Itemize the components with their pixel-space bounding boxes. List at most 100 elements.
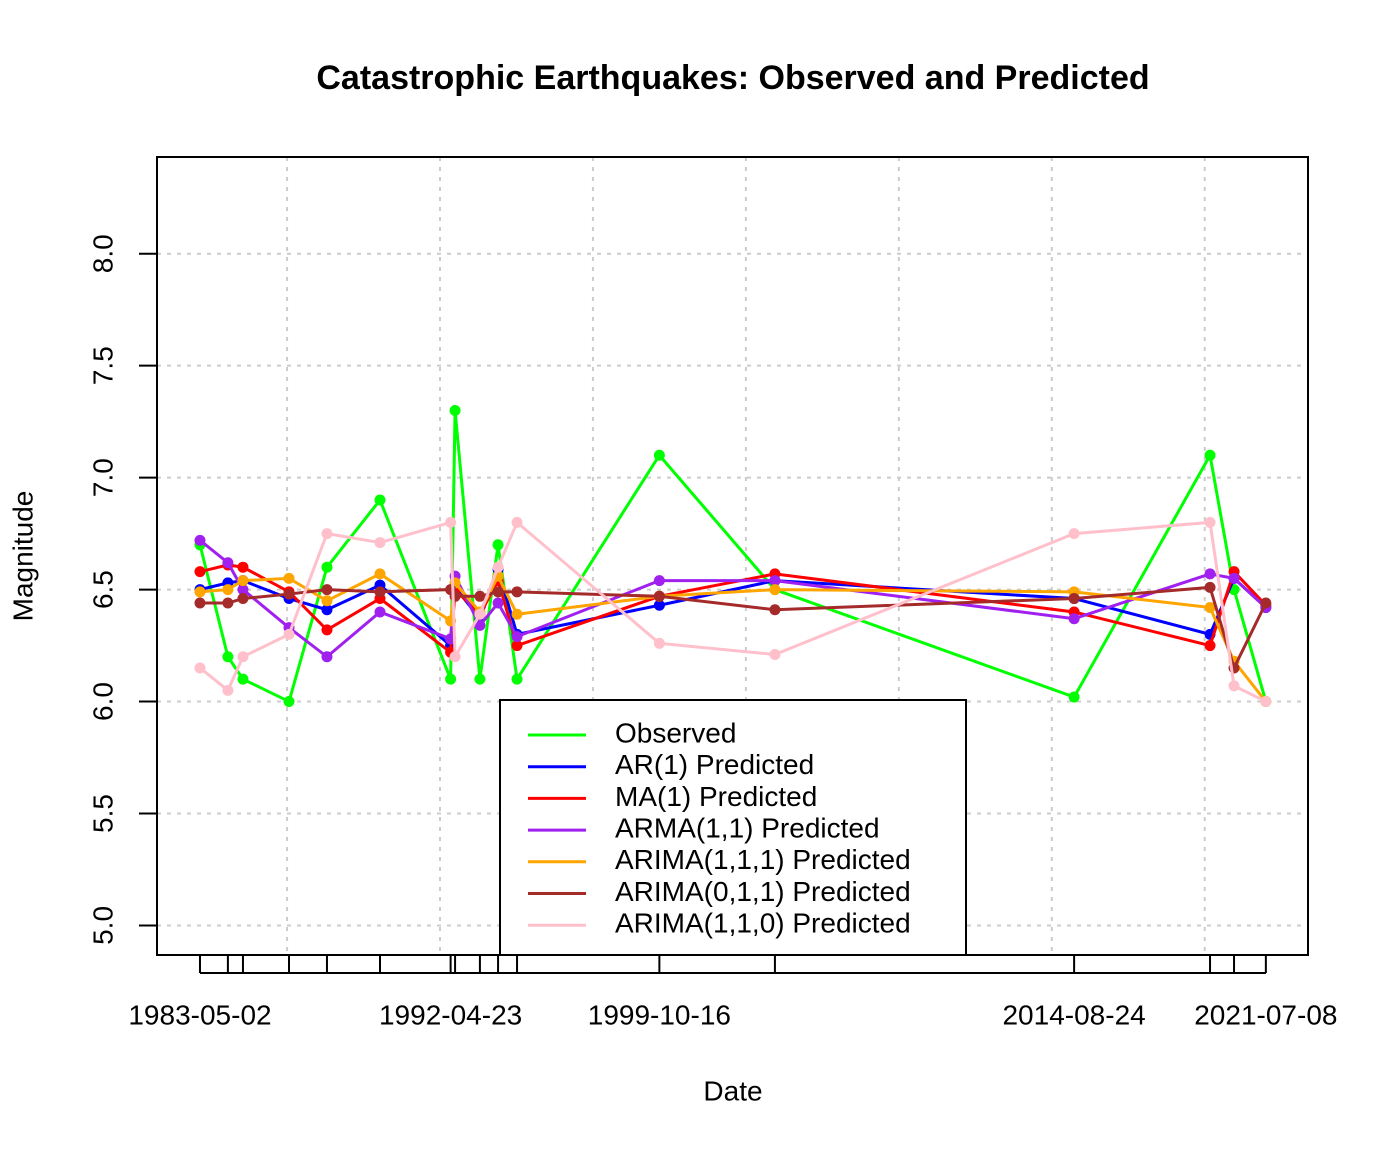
- data-point: [492, 539, 504, 551]
- data-point: [1228, 680, 1240, 692]
- series-line: [198, 410, 1268, 704]
- data-point: [321, 528, 333, 540]
- data-point: [374, 586, 386, 598]
- data-point: [1260, 696, 1272, 708]
- data-point: [194, 586, 206, 598]
- data-point: [653, 637, 665, 649]
- x-tick-label: 1999-10-16: [588, 999, 731, 1030]
- x-tick-label: 1983-05-02: [128, 999, 271, 1030]
- data-point: [374, 606, 386, 618]
- data-point: [1204, 568, 1216, 580]
- data-point: [321, 651, 333, 663]
- legend-label: AR(1) Predicted: [615, 749, 814, 780]
- data-point: [511, 516, 523, 528]
- data-point: [194, 566, 206, 578]
- data-point: [237, 673, 249, 685]
- data-point: [492, 586, 504, 598]
- data-point: [283, 588, 295, 600]
- data-point: [222, 684, 234, 696]
- data-point: [653, 575, 665, 587]
- data-point: [474, 673, 486, 685]
- data-point: [222, 557, 234, 569]
- y-tick-label: 6.0: [87, 682, 118, 721]
- data-point: [1228, 572, 1240, 584]
- data-point: [474, 590, 486, 602]
- data-point: [237, 593, 249, 605]
- y-tick-label: 7.5: [87, 346, 118, 385]
- data-point: [222, 584, 234, 596]
- legend-label: ARIMA(1,1,1) Predicted: [615, 844, 911, 875]
- data-point: [283, 572, 295, 584]
- data-point: [237, 575, 249, 587]
- data-point: [445, 673, 457, 685]
- data-point: [653, 449, 665, 461]
- x-tick-label: 1992-04-23: [379, 999, 522, 1030]
- data-point: [1068, 593, 1080, 605]
- legend-label: ARIMA(0,1,1) Predicted: [615, 876, 911, 907]
- data-point: [449, 404, 461, 416]
- data-point: [769, 649, 781, 661]
- data-point: [321, 584, 333, 596]
- data-point: [321, 561, 333, 573]
- data-point: [374, 494, 386, 506]
- data-point: [449, 651, 461, 663]
- legend-box: [499, 699, 967, 956]
- data-point: [1260, 597, 1272, 609]
- data-point: [321, 595, 333, 607]
- y-axis-label: Magnitude: [7, 491, 38, 622]
- x-tick-label: 2021-07-08: [1194, 999, 1337, 1030]
- data-point: [511, 586, 523, 598]
- data-point: [653, 590, 665, 602]
- data-point: [194, 534, 206, 546]
- data-point: [511, 673, 523, 685]
- data-point: [1068, 613, 1080, 625]
- data-point: [222, 651, 234, 663]
- legend-label: Observed: [615, 717, 736, 748]
- data-point: [283, 696, 295, 708]
- y-tick-label: 6.5: [87, 570, 118, 609]
- data-point: [222, 597, 234, 609]
- data-point: [194, 662, 206, 674]
- data-point: [511, 640, 523, 652]
- y-tick-label: 7.0: [87, 458, 118, 497]
- data-point: [1204, 516, 1216, 528]
- y-tick-label: 5.0: [87, 906, 118, 945]
- data-point: [237, 651, 249, 663]
- y-tick-label: 8.0: [87, 234, 118, 273]
- chart-title: Catastrophic Earthquakes: Observed and P…: [316, 59, 1149, 97]
- data-point: [1068, 528, 1080, 540]
- data-point: [283, 628, 295, 640]
- data-point: [474, 619, 486, 631]
- data-point: [769, 584, 781, 596]
- data-point: [237, 561, 249, 573]
- legend-label: ARMA(1,1) Predicted: [615, 812, 880, 843]
- data-point: [492, 561, 504, 573]
- data-point: [769, 575, 781, 587]
- data-point: [511, 631, 523, 643]
- data-point: [321, 624, 333, 636]
- data-point: [449, 590, 461, 602]
- data-point: [1204, 640, 1216, 652]
- data-point: [194, 597, 206, 609]
- data-point: [237, 584, 249, 596]
- x-tick-label: 2014-08-24: [1002, 999, 1145, 1030]
- data-point: [1068, 691, 1080, 703]
- data-point: [445, 516, 457, 528]
- data-point: [492, 597, 504, 609]
- data-point: [321, 604, 333, 616]
- data-point: [1204, 581, 1216, 593]
- data-point: [1204, 449, 1216, 461]
- data-point: [653, 599, 665, 611]
- x-axis-label: Date: [703, 1075, 762, 1106]
- y-tick-label: 5.5: [87, 794, 118, 833]
- legend-label: MA(1) Predicted: [615, 781, 817, 812]
- data-point: [374, 568, 386, 580]
- data-point: [1204, 601, 1216, 613]
- data-point: [374, 537, 386, 549]
- legend-label: ARIMA(1,1,0) Predicted: [615, 908, 911, 939]
- data-point: [769, 604, 781, 616]
- data-point: [474, 608, 486, 620]
- data-point: [511, 608, 523, 620]
